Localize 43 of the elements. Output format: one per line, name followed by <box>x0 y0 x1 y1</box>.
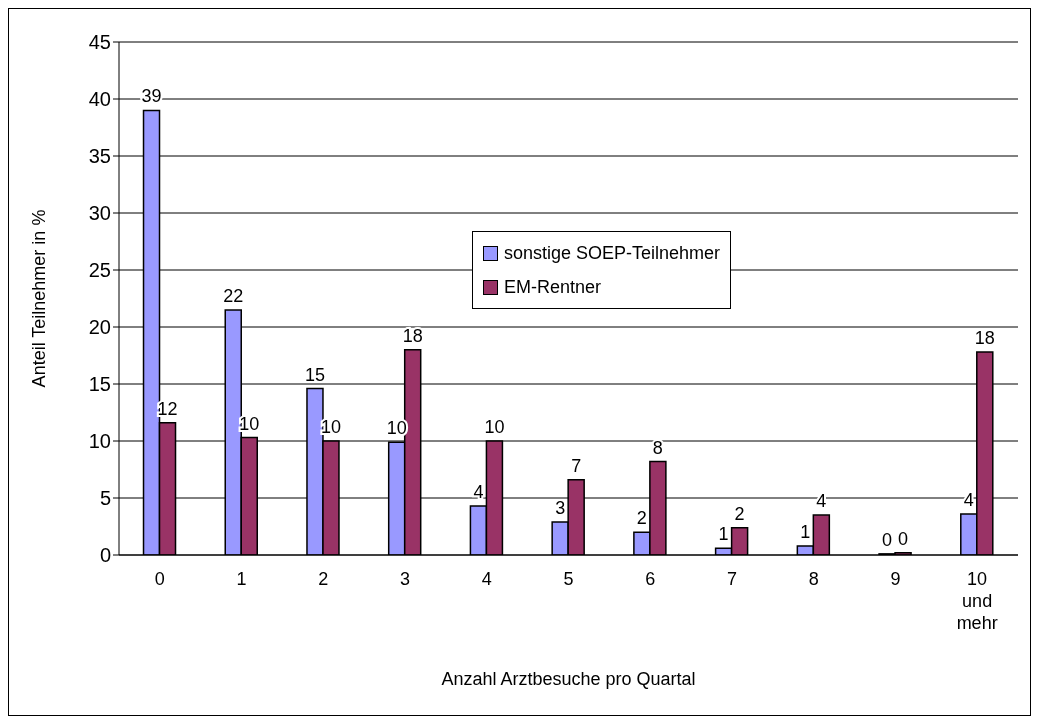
x-tick-label: 5 <box>563 569 574 589</box>
data-label: 4 <box>473 481 484 502</box>
y-axis-title: Anteil Teilnehmer in % <box>29 209 50 388</box>
y-tick-label: 30 <box>88 202 111 225</box>
x-tick-label: 9 <box>890 569 901 589</box>
x-tick-label: 3 <box>400 569 411 589</box>
data-label: 3 <box>555 497 566 518</box>
y-tick-label: 0 <box>99 544 111 567</box>
x-tick-label: 10 und mehr <box>956 569 998 633</box>
data-label: 2 <box>636 508 647 529</box>
data-label: 1 <box>800 521 811 542</box>
x-tick-label: 8 <box>808 569 819 589</box>
data-label: 7 <box>571 455 582 476</box>
x-tick-label: 6 <box>645 569 656 589</box>
data-label: 10 <box>484 417 505 437</box>
x-tick-label: 2 <box>318 569 329 589</box>
data-label: 18 <box>402 325 423 346</box>
data-label: 2 <box>734 503 745 524</box>
data-label: 18 <box>974 328 995 349</box>
data-label: 0 <box>898 528 909 549</box>
y-tick-label: 35 <box>88 145 111 168</box>
data-label: 15 <box>304 364 325 385</box>
y-tick-label: 40 <box>88 88 111 111</box>
y-tick-label: 45 <box>88 31 111 54</box>
y-tick-label: 5 <box>99 487 111 510</box>
data-label: 1 <box>718 524 729 545</box>
y-tick-label: 15 <box>88 373 111 396</box>
x-axis-title: Anzahl Arztbesuche pro Quartal <box>441 669 696 689</box>
x-tick-label: 0 <box>154 569 165 589</box>
data-label: 4 <box>963 489 974 510</box>
data-label: 39 <box>141 86 162 107</box>
x-tick-label: 7 <box>726 569 737 589</box>
x-tick-label: 1 <box>236 569 247 589</box>
data-label: 0 <box>882 529 893 550</box>
legend-label: EM-Rentner <box>504 276 602 299</box>
data-label: 8 <box>652 437 663 458</box>
data-label: 4 <box>816 491 827 512</box>
data-label: 22 <box>223 285 244 306</box>
y-tick-label: 10 <box>88 430 111 453</box>
legend-label: sonstige SOEP-Teilnehmer <box>504 242 721 265</box>
y-tick-label: 25 <box>88 259 111 282</box>
y-tick-label: 20 <box>88 316 111 339</box>
x-tick-label: 4 <box>481 569 492 589</box>
